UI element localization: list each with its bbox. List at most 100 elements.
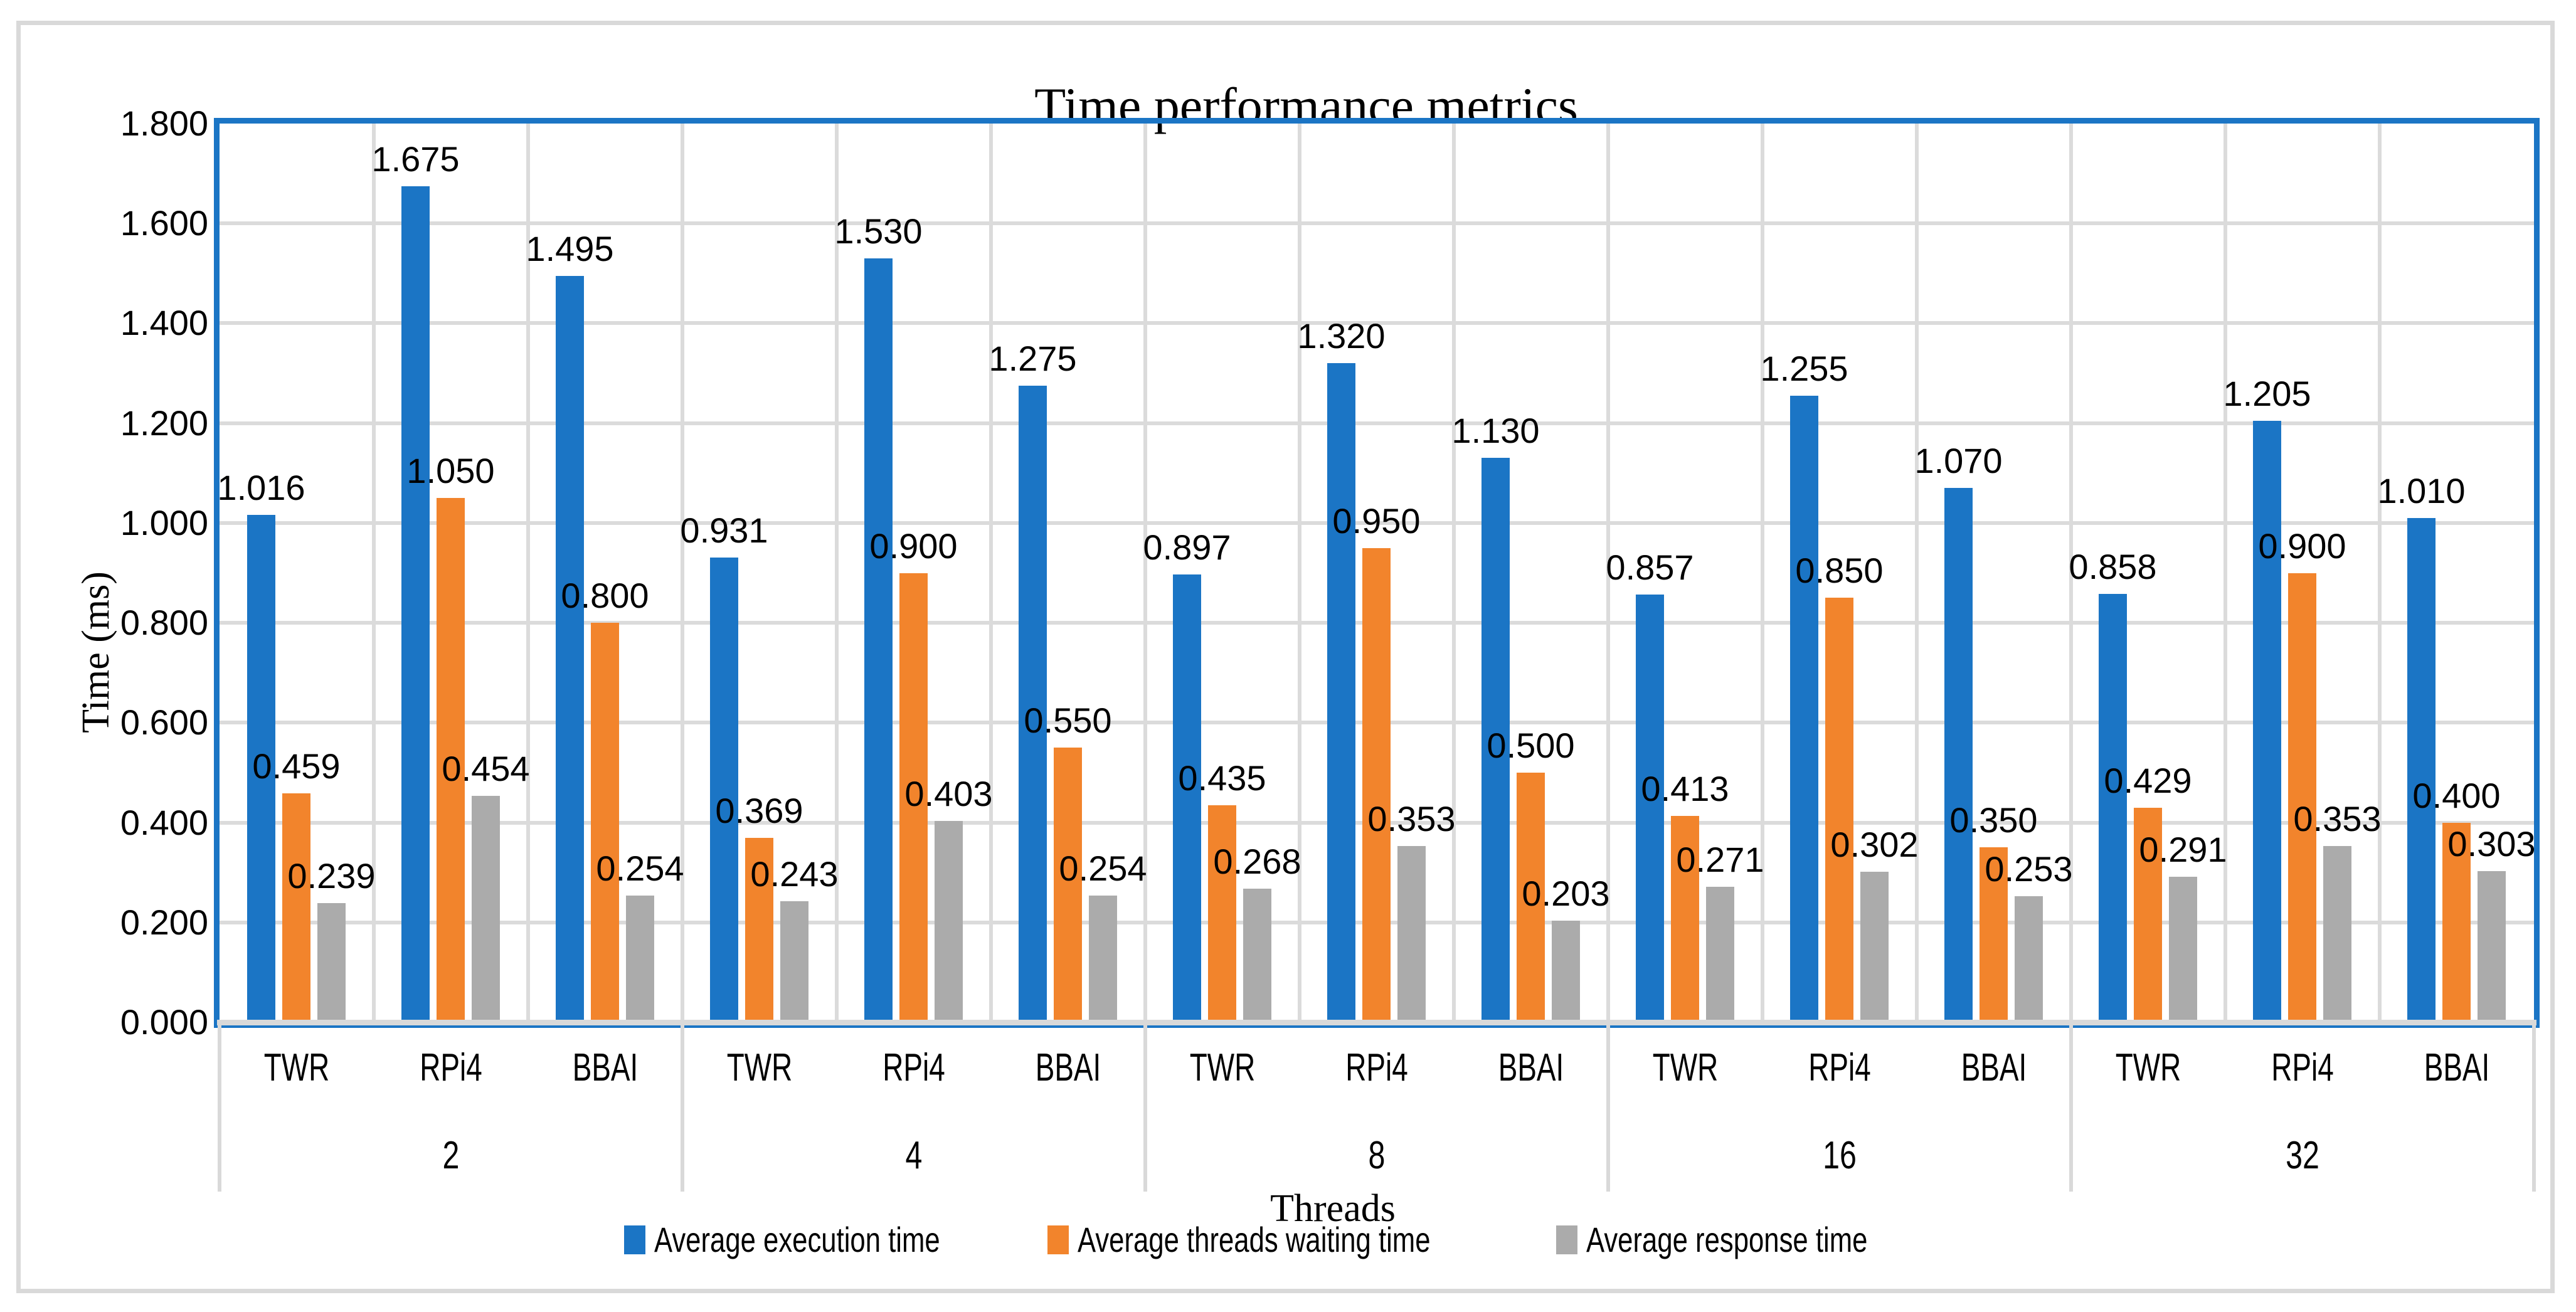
bar xyxy=(1706,887,1734,1022)
category-group-separator xyxy=(218,1022,221,1192)
bar-value-label: 1.275 xyxy=(989,338,1077,378)
bar-value-label: 0.931 xyxy=(680,510,768,550)
bar xyxy=(935,821,963,1022)
bar-value-label: 0.243 xyxy=(750,854,839,894)
bar-value-label: 0.203 xyxy=(1522,874,1610,914)
bar-value-label: 1.530 xyxy=(834,211,923,251)
bar xyxy=(2253,420,2281,1022)
category-group-separator xyxy=(2532,1022,2536,1192)
bar xyxy=(2288,573,2316,1022)
legend-item: Average threads waiting time xyxy=(1047,1219,1530,1260)
bar-value-label: 0.858 xyxy=(2069,546,2157,586)
x-thread-group-label: 2 xyxy=(442,1134,460,1177)
x-device-label: TWR xyxy=(726,1046,793,1089)
bar xyxy=(2169,877,2197,1022)
bar-value-label: 0.400 xyxy=(2412,775,2501,815)
y-tick-label: 0.400 xyxy=(120,802,208,842)
gridline-vertical xyxy=(2069,124,2073,1022)
bar-value-label: 0.850 xyxy=(1795,551,1884,591)
gridline-vertical xyxy=(1143,124,1147,1022)
bar xyxy=(2015,896,2043,1022)
bar xyxy=(1481,458,1510,1022)
bar-value-label: 0.403 xyxy=(904,774,993,814)
category-group-separator xyxy=(2069,1022,2073,1192)
bar-value-label: 0.857 xyxy=(1606,547,1694,587)
bar xyxy=(1243,888,1271,1022)
bar xyxy=(1671,816,1699,1022)
bar xyxy=(282,793,310,1022)
legend-swatch-icon xyxy=(1047,1225,1069,1254)
gridline-horizontal xyxy=(220,421,2534,425)
chart-title: Time performance metrics xyxy=(1034,77,1578,134)
bar xyxy=(1636,594,1664,1022)
bar-value-label: 0.239 xyxy=(287,855,376,896)
gridline-horizontal xyxy=(220,221,2534,226)
bar-value-label: 0.413 xyxy=(1641,769,1729,809)
bar xyxy=(1517,772,1545,1022)
x-thread-group-label: 16 xyxy=(1823,1134,1857,1177)
legend-swatch-icon xyxy=(1556,1225,1577,1254)
bar xyxy=(1362,548,1391,1022)
bar xyxy=(317,902,346,1022)
y-tick-label: 0.600 xyxy=(120,702,208,743)
bar xyxy=(1552,921,1580,1022)
bar xyxy=(780,901,808,1022)
bar-value-label: 0.254 xyxy=(1059,848,1147,888)
bar-value-label: 1.495 xyxy=(526,228,614,268)
bar-value-label: 0.291 xyxy=(2139,830,2227,870)
bar-value-label: 1.130 xyxy=(1451,411,1540,451)
bar xyxy=(556,275,584,1022)
bar xyxy=(401,186,430,1022)
bar-value-label: 0.268 xyxy=(1213,841,1301,881)
x-device-label: TWR xyxy=(263,1046,330,1089)
gridline-vertical xyxy=(681,124,684,1022)
x-device-label: RPi4 xyxy=(1808,1046,1871,1089)
gridline-horizontal xyxy=(220,521,2534,525)
x-device-label: TWR xyxy=(1652,1046,1719,1089)
bar-value-label: 0.897 xyxy=(1143,527,1231,567)
x-device-label: RPi4 xyxy=(883,1046,945,1089)
y-tick-label: 0.000 xyxy=(120,1002,208,1042)
bar xyxy=(591,623,619,1022)
bar xyxy=(864,258,893,1022)
bar xyxy=(2134,808,2162,1022)
bar-value-label: 0.302 xyxy=(1830,824,1919,864)
legend-item: Average execution time xyxy=(624,1219,1020,1260)
y-tick-label: 1.000 xyxy=(120,502,208,542)
legend-swatch-icon xyxy=(624,1225,646,1254)
y-tick-label: 1.800 xyxy=(120,103,208,143)
y-tick-label: 0.800 xyxy=(120,603,208,643)
bar xyxy=(2323,845,2351,1022)
x-device-label: TWR xyxy=(1189,1046,1256,1089)
bar-value-label: 0.454 xyxy=(442,748,530,788)
x-thread-group-label: 8 xyxy=(1368,1134,1386,1177)
x-device-label: BBAI xyxy=(1035,1046,1101,1089)
category-group-separator xyxy=(1606,1022,1610,1192)
bar-value-label: 0.900 xyxy=(2258,526,2346,566)
legend-label: Average threads waiting time xyxy=(1077,1220,1431,1259)
bar-value-label: 0.353 xyxy=(2293,798,2382,839)
bar-value-label: 1.070 xyxy=(1914,441,2003,481)
bar-value-label: 0.435 xyxy=(1178,758,1266,798)
gridline-vertical xyxy=(2224,124,2227,1022)
gridline-vertical xyxy=(1761,124,1764,1022)
bar-value-label: 1.255 xyxy=(1760,348,1848,388)
bar-value-label: 0.353 xyxy=(1367,798,1456,839)
y-tick-label: 1.200 xyxy=(120,403,208,443)
x-axis-title: Threads xyxy=(1270,1187,1396,1230)
bar-value-label: 1.010 xyxy=(2377,470,2466,511)
bar-value-label: 1.016 xyxy=(217,468,305,508)
legend-label: Average response time xyxy=(1586,1220,1868,1259)
bar xyxy=(1327,363,1355,1022)
bar xyxy=(1790,395,1818,1022)
bar-value-label: 1.675 xyxy=(371,139,460,179)
bar xyxy=(1944,488,1973,1022)
x-device-label: BBAI xyxy=(572,1046,639,1089)
bar xyxy=(1397,845,1426,1022)
gridline-vertical xyxy=(1298,124,1301,1022)
bar-value-label: 0.429 xyxy=(2104,761,2192,801)
gridline-horizontal xyxy=(220,321,2534,325)
bar xyxy=(2407,517,2436,1022)
gridline-vertical xyxy=(2378,124,2382,1022)
